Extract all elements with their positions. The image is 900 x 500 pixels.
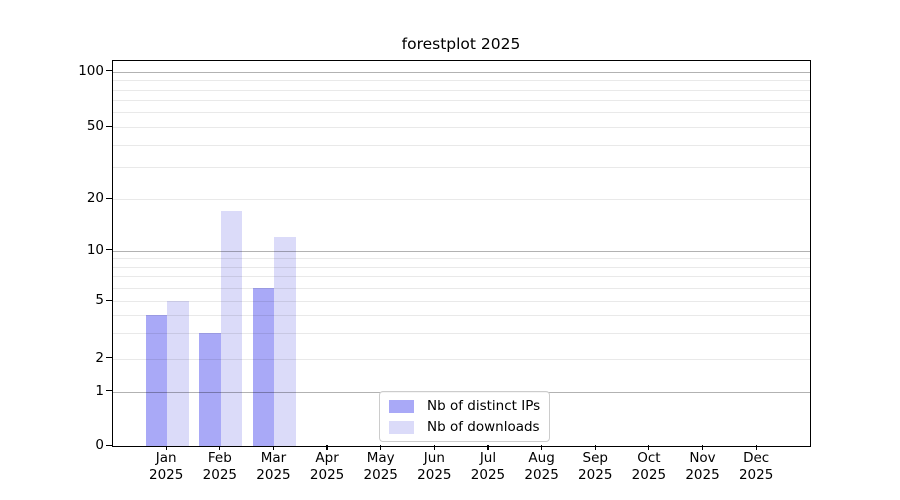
x-tick-mark-mar bbox=[272, 445, 275, 450]
x-tick-mark-nov bbox=[701, 445, 704, 450]
x-tick-mark-dec bbox=[755, 445, 757, 450]
x-tick-mark-oct bbox=[648, 445, 650, 450]
x-tick-label-jun: Jun 2025 bbox=[404, 450, 464, 484]
gridline-10 bbox=[113, 250, 810, 252]
bar-distinct-ips-feb bbox=[199, 333, 221, 446]
legend: Nb of distinct IPs Nb of downloads bbox=[379, 391, 551, 442]
legend-swatch-distinct-ips-icon bbox=[389, 399, 414, 413]
x-tick-label-mar: Mar 2025 bbox=[243, 450, 303, 484]
gridline-20 bbox=[113, 199, 810, 200]
x-tick-mark-jun bbox=[433, 445, 435, 450]
x-tick-year-may: 2025 bbox=[363, 467, 398, 483]
legend-swatch-downloads-icon bbox=[389, 420, 414, 434]
bar-downloads-feb bbox=[220, 211, 243, 446]
gridline-70 bbox=[113, 100, 810, 102]
gridline-2 bbox=[113, 358, 810, 360]
x-tick-year-jan: 2025 bbox=[149, 467, 184, 483]
x-tick-year-feb: 2025 bbox=[202, 467, 237, 483]
x-tick-year-oct: 2025 bbox=[631, 467, 667, 483]
x-tick-label-sep: Sep 2025 bbox=[565, 450, 625, 484]
gridline-8 bbox=[113, 266, 810, 268]
chart-title: forestplot 2025 bbox=[401, 35, 521, 53]
legend-label-distinct-ips: Nb of distinct IPs bbox=[427, 398, 541, 414]
x-tick-label-dec: Dec 2025 bbox=[726, 450, 786, 484]
bar-distinct-ips-mar bbox=[253, 287, 275, 446]
x-tick-label-feb: Feb 2025 bbox=[190, 450, 250, 484]
y-tick-mark-0 bbox=[106, 444, 112, 446]
y-tick-mark-10 bbox=[106, 249, 112, 251]
gridline-90 bbox=[113, 80, 810, 82]
legend-item-downloads: Nb of downloads bbox=[389, 418, 540, 436]
x-tick-mark-jul bbox=[487, 445, 489, 450]
bar-distinct-ips-jan bbox=[145, 315, 168, 446]
y-tick-label-10: 10 bbox=[86, 241, 104, 258]
x-tick-label-may: May 2025 bbox=[351, 450, 411, 484]
x-tick-label-oct: Oct 2025 bbox=[619, 450, 679, 484]
x-tick-year-nov: 2025 bbox=[685, 467, 720, 483]
plot-area: Nb of distinct IPs Nb of downloads bbox=[112, 60, 811, 447]
gridline-6 bbox=[113, 287, 810, 289]
x-tick-mark-jan bbox=[165, 445, 167, 450]
y-tick-mark-20 bbox=[106, 197, 112, 199]
bar-downloads-jan bbox=[167, 301, 189, 446]
x-tick-mark-sep bbox=[594, 445, 596, 450]
legend-item-distinct-ips: Nb of distinct IPs bbox=[389, 397, 540, 415]
gridline-80 bbox=[113, 89, 810, 91]
gridline-40 bbox=[113, 144, 810, 146]
y-tick-label-50: 50 bbox=[86, 118, 104, 134]
x-tick-year-mar: 2025 bbox=[256, 467, 291, 483]
x-tick-mark-feb bbox=[219, 445, 221, 450]
y-tick-mark-1 bbox=[106, 390, 112, 392]
x-tick-label-jul: Jul 2025 bbox=[458, 450, 518, 484]
x-tick-label-nov: Nov 2025 bbox=[673, 450, 733, 484]
y-tick-label-5: 5 bbox=[95, 292, 104, 308]
x-tick-year-sep: 2025 bbox=[578, 467, 613, 483]
y-tick-label-1: 1 bbox=[95, 382, 104, 399]
gridline-50 bbox=[113, 127, 810, 128]
gridline-9 bbox=[113, 258, 810, 260]
x-tick-label-jan: Jan 2025 bbox=[136, 450, 196, 484]
gridline-60 bbox=[113, 112, 810, 114]
x-tick-mark-apr bbox=[326, 445, 328, 450]
legend-label-downloads: Nb of downloads bbox=[427, 419, 540, 435]
gridline-30 bbox=[113, 167, 810, 169]
x-tick-mark-aug bbox=[541, 445, 543, 450]
y-tick-mark-100 bbox=[106, 70, 112, 72]
y-tick-label-2: 2 bbox=[95, 349, 104, 366]
gridline-5 bbox=[113, 301, 810, 302]
y-tick-mark-2 bbox=[106, 357, 112, 359]
y-tick-mark-5 bbox=[106, 299, 112, 301]
x-tick-year-dec: 2025 bbox=[738, 467, 774, 483]
x-tick-label-aug: Aug 2025 bbox=[512, 450, 572, 484]
x-tick-label-apr: Apr 2025 bbox=[297, 450, 357, 484]
y-tick-label-20: 20 bbox=[86, 190, 104, 206]
y-tick-label-0: 0 bbox=[95, 437, 104, 453]
gridline-4 bbox=[113, 315, 810, 316]
gridline-100 bbox=[113, 71, 810, 73]
x-tick-year-aug: 2025 bbox=[524, 467, 559, 483]
y-tick-mark-50 bbox=[106, 125, 112, 127]
x-tick-year-apr: 2025 bbox=[309, 467, 345, 483]
gridline-7 bbox=[113, 276, 810, 278]
x-tick-mark-may bbox=[380, 445, 382, 450]
gridline-3 bbox=[113, 333, 810, 335]
y-tick-label-100: 100 bbox=[78, 62, 104, 79]
x-tick-year-jun: 2025 bbox=[417, 467, 452, 483]
bar-downloads-mar bbox=[274, 236, 296, 446]
x-tick-year-jul: 2025 bbox=[470, 467, 506, 483]
